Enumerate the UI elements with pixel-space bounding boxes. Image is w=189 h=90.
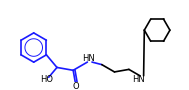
Text: HN: HN	[132, 75, 145, 84]
Text: HO: HO	[40, 76, 53, 85]
Text: HN: HN	[82, 54, 95, 63]
Text: O: O	[73, 82, 80, 90]
